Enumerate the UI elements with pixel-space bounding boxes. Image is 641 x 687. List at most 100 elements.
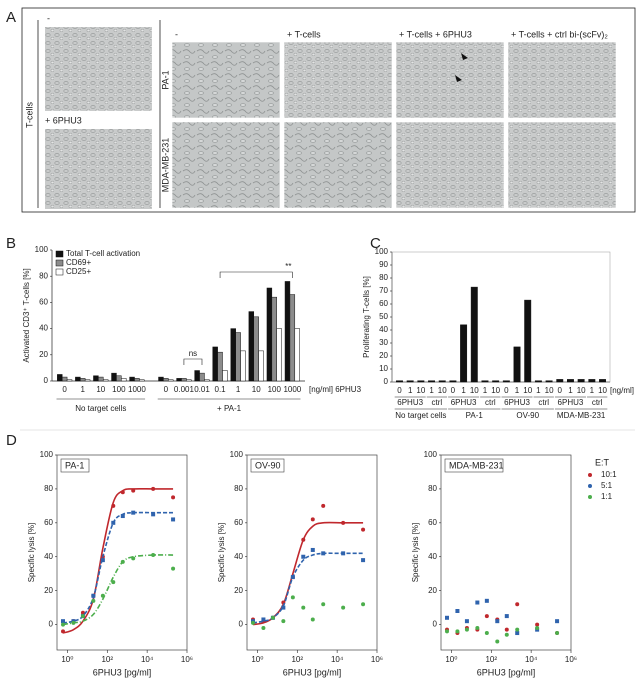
panel-letter: B: [6, 235, 16, 252]
data-point: [504, 627, 509, 632]
legend-label: CD25+: [66, 267, 91, 276]
x-tick-label: 0: [62, 385, 67, 394]
x-tick-label: 10⁰: [445, 655, 457, 664]
bar: [502, 380, 510, 383]
treatment-label: 6PHU3: [504, 398, 530, 407]
data-point: [91, 598, 96, 603]
data-point: [290, 595, 295, 600]
chart-title: OV-90: [255, 460, 281, 470]
data-point: [100, 558, 105, 563]
data-point: [250, 620, 255, 625]
fit-curve: [252, 521, 364, 626]
significance-bracket: [219, 271, 293, 278]
data-point: [475, 625, 480, 630]
data-point: [171, 566, 176, 571]
column-label: + T-cells + 6PHU3: [399, 29, 472, 39]
y-tick-label: 20: [428, 586, 437, 595]
bar: [284, 281, 291, 382]
y-tick-label: 20: [234, 586, 243, 595]
legend-swatch: [55, 259, 64, 267]
x-tick-label: 1000: [128, 385, 146, 394]
frame: [56, 454, 188, 651]
y-tick-label: 20: [44, 586, 53, 595]
y-tick-label: 40: [428, 552, 437, 561]
bar: [513, 346, 521, 383]
data-point: [301, 554, 306, 559]
data-point: [310, 617, 315, 622]
y-tick-label: 40: [379, 325, 388, 334]
group-label: OV-90: [516, 411, 539, 420]
annotation: **: [285, 262, 291, 271]
data-point: [341, 520, 346, 525]
x-tick-label: 10: [470, 386, 479, 395]
x-tick-label: 1: [461, 386, 466, 395]
unit-label: [ng/ml] 6PHU3: [309, 385, 362, 394]
frame: [440, 454, 572, 651]
x-tick-label: 1: [408, 386, 413, 395]
data-point: [120, 559, 125, 564]
bar: [524, 299, 532, 383]
arrowhead: [461, 53, 468, 60]
x-tick-label: 0.01: [194, 385, 210, 394]
y-tick-label: 80: [428, 484, 437, 493]
x-axis-label: 6PHU3 [pg/ml]: [283, 667, 342, 677]
x-tick-label: 1: [80, 385, 85, 394]
chart-title-box: [250, 458, 285, 473]
x-tick-label: 1000: [283, 385, 301, 394]
y-tick-label: 60: [39, 298, 48, 307]
data-point: [131, 556, 136, 561]
x-tick-label: 1: [236, 385, 241, 394]
data-point: [111, 503, 116, 508]
data-point: [455, 629, 460, 634]
bar: [168, 379, 174, 382]
y-tick-label: 80: [44, 484, 53, 493]
legend-label: 10:1: [601, 470, 617, 479]
bar: [75, 376, 81, 382]
data-point: [555, 631, 560, 636]
data-point: [504, 614, 509, 619]
y-tick-label: 60: [428, 518, 437, 527]
image-label: + 6PHU3: [45, 115, 82, 125]
x-tick-label: 0: [558, 386, 563, 395]
y-tick-label: 60: [234, 518, 243, 527]
bar: [240, 350, 246, 382]
bar: [158, 376, 164, 382]
bar: [139, 379, 145, 382]
y-tick-label: 40: [39, 324, 48, 333]
x-tick-label: 10⁴: [525, 655, 538, 664]
bar: [396, 380, 403, 383]
bar: [253, 316, 259, 382]
unit-label: [ng/ml]: [610, 386, 634, 395]
bar: [438, 380, 446, 383]
panel-a-frame: [21, 7, 636, 213]
data-point: [151, 512, 156, 517]
row-label: PA-1: [160, 70, 170, 89]
data-point: [60, 619, 65, 624]
data-point: [321, 503, 326, 508]
data-point: [301, 537, 306, 542]
legend-label: Total T-cell activation: [66, 249, 140, 258]
group-label: + PA-1: [217, 404, 242, 413]
data-point: [151, 553, 156, 558]
x-tick-label: 0: [451, 386, 456, 395]
legend-swatch: [55, 250, 64, 258]
bar: [93, 375, 99, 382]
data-point: [444, 629, 449, 634]
x-tick-label: 10⁶: [565, 655, 577, 664]
bar: [271, 296, 277, 382]
data-point: [504, 632, 509, 637]
bar: [460, 324, 468, 383]
data-point: [321, 602, 326, 607]
y-tick-label: 50: [379, 312, 388, 321]
group-label: MDA-MB-231: [557, 411, 606, 420]
x-tick-label: 10⁰: [61, 655, 73, 664]
bar: [181, 378, 187, 382]
y-axis-label: Specific lysis [%]: [217, 523, 226, 583]
data-point: [495, 639, 500, 644]
x-tick-label: 10²: [101, 655, 113, 664]
bar: [129, 376, 135, 382]
row-label: MDA-MB-231: [160, 138, 170, 193]
micrograph: [395, 41, 505, 119]
x-tick-label: 100: [268, 385, 282, 394]
